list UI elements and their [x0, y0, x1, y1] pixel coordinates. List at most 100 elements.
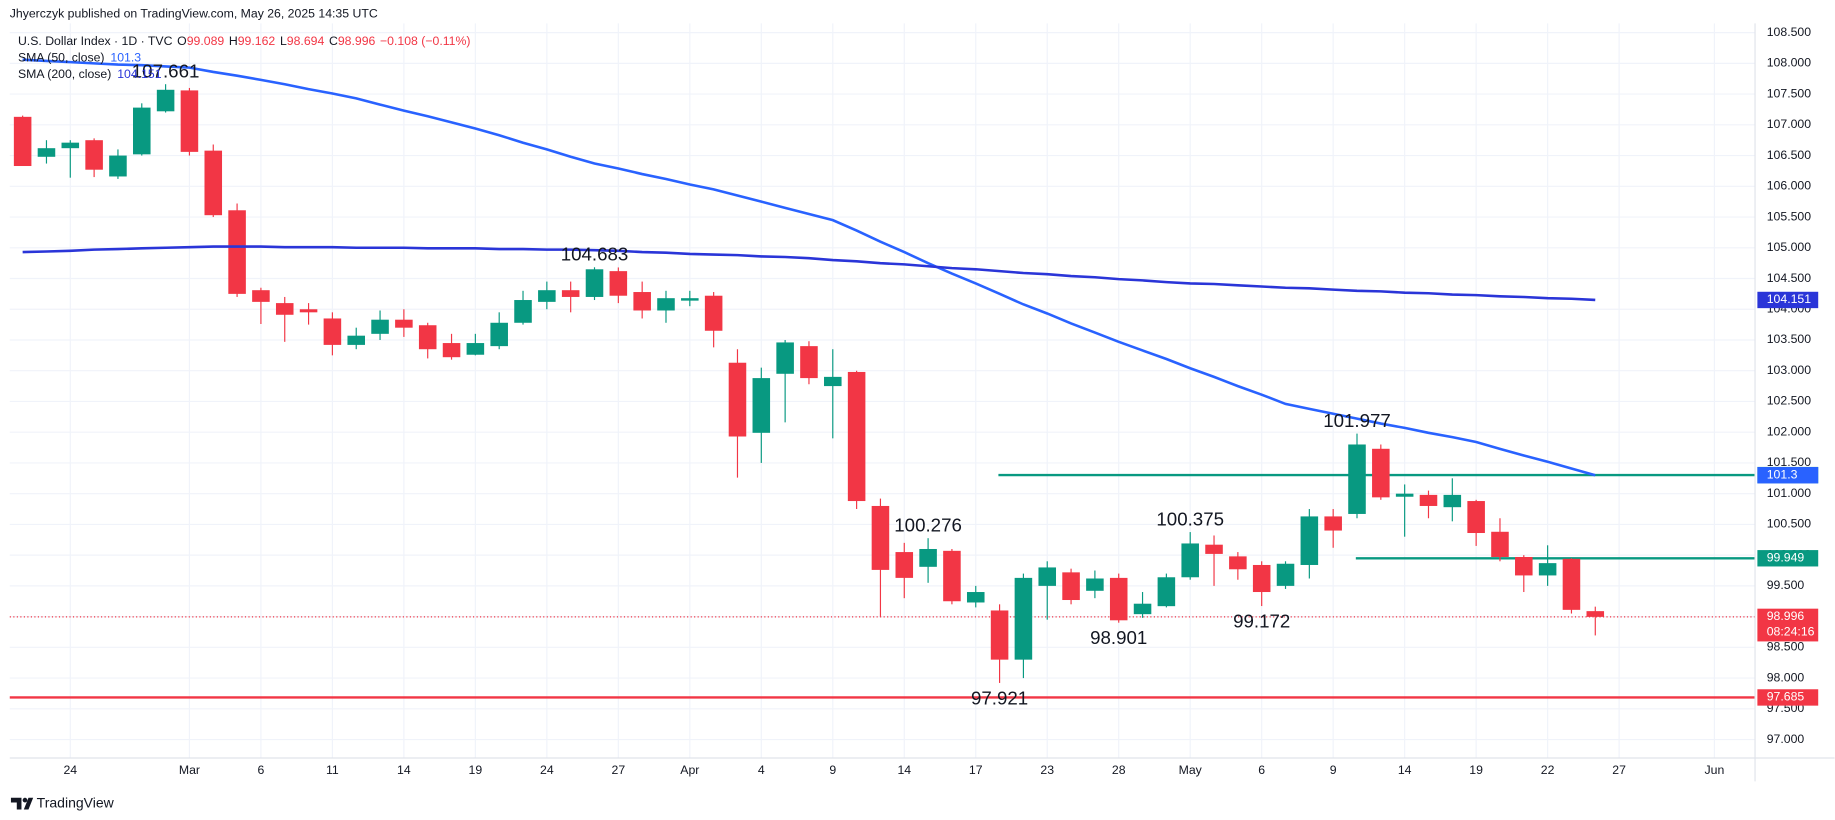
level-badge-bg — [1757, 550, 1819, 567]
annotation: 98.901 — [1090, 627, 1147, 648]
candle-body — [442, 343, 461, 358]
candle-body — [133, 107, 151, 155]
y-tick-label: 107.500 — [1767, 86, 1812, 100]
candle-body — [1395, 493, 1414, 497]
x-tick-label: 6 — [258, 763, 265, 777]
sma50-badge-bg — [1757, 467, 1819, 484]
candle-body — [1086, 578, 1104, 591]
candle-body — [561, 290, 580, 297]
y-tick-label: 103.000 — [1767, 363, 1812, 377]
x-tick-label: 14 — [1398, 763, 1412, 777]
y-tick-label: 106.500 — [1767, 148, 1812, 162]
candle-body — [1467, 501, 1485, 534]
candle-body — [180, 90, 199, 152]
candle-body — [1038, 567, 1057, 586]
annotation: 101.977 — [1323, 410, 1391, 431]
level-badge: 97.685 — [1767, 690, 1805, 704]
sma50-name: SMA (50, close) — [18, 51, 105, 65]
x-tick-label: 17 — [969, 763, 983, 777]
y-tick-label: 103.500 — [1767, 332, 1812, 346]
last-price-badge-bg — [1757, 608, 1819, 642]
change: −0.108 (−0.11%) — [380, 34, 470, 48]
candle-body — [1538, 563, 1557, 576]
candle-body — [1348, 444, 1366, 514]
y-tick-label: 101.000 — [1767, 486, 1812, 500]
x-tick-label: 9 — [829, 763, 836, 777]
x-tick-label: Apr — [680, 763, 699, 777]
sma200-badge-bg — [1757, 291, 1819, 309]
byline: Jhyerczyk published on TradingView.com, … — [10, 6, 378, 20]
level-badge: 99.949 — [1767, 551, 1805, 565]
candle-body — [1229, 556, 1247, 570]
y-tick-label: 107.000 — [1767, 117, 1812, 131]
annotation: 100.375 — [1156, 508, 1224, 529]
candle-body — [800, 346, 818, 379]
candle-body — [657, 298, 675, 311]
candle-body — [1515, 556, 1533, 576]
candle-body — [1324, 516, 1342, 531]
l-letter: L — [280, 34, 287, 48]
o-value: 99.089 — [187, 34, 225, 48]
y-tick-label: 101.500 — [1767, 455, 1812, 469]
candle-body — [37, 148, 56, 157]
candle-body — [966, 592, 985, 603]
candle-body — [895, 552, 914, 578]
candle-body — [228, 210, 246, 294]
candle-body — [418, 325, 437, 350]
h-value: 99.162 — [238, 34, 276, 48]
x-tick-label: 6 — [1258, 763, 1265, 777]
x-tick-label: 22 — [1541, 763, 1555, 777]
x-tick-label: May — [1179, 763, 1203, 777]
candle-body — [1419, 494, 1438, 506]
candle-body — [252, 290, 270, 302]
candle-body — [1157, 577, 1176, 607]
x-tick-label: 24 — [540, 763, 554, 777]
c-letter: C — [329, 34, 338, 48]
h-letter: H — [229, 34, 238, 48]
candle-body — [943, 550, 961, 602]
legend-sma200: SMA (200, close) 104.151 — [18, 67, 162, 81]
sma-line — [22, 58, 1596, 477]
candle-body — [633, 292, 651, 311]
annotation: 97.921 — [971, 687, 1028, 708]
candle-body — [1443, 494, 1462, 508]
y-tick-label: 105.500 — [1767, 209, 1812, 223]
candle-body — [1109, 577, 1128, 621]
candle-body — [275, 303, 294, 315]
x-tick-label: 9 — [1330, 763, 1337, 777]
candle-body — [61, 142, 80, 149]
candle-body — [1133, 603, 1152, 615]
candle-body — [1205, 544, 1223, 554]
x-tick-label: 27 — [612, 763, 626, 777]
y-tick-label: 102.500 — [1767, 394, 1812, 408]
brand-logo: TradingView — [10, 794, 115, 810]
c-value: 98.996 — [338, 34, 376, 48]
y-tick-label: 108.000 — [1767, 56, 1812, 70]
candle-body — [323, 318, 342, 345]
candle-body — [466, 343, 485, 355]
candle-body — [1276, 563, 1295, 586]
x-tick-label: 19 — [469, 763, 483, 777]
y-tick-label: 106.000 — [1767, 179, 1812, 193]
y-tick-label: 97.000 — [1767, 732, 1805, 746]
y-tick-label: 98.000 — [1767, 670, 1805, 684]
level-badge-bg — [1757, 689, 1819, 706]
candle-body — [109, 155, 127, 177]
sma200-name: SMA (200, close) — [18, 67, 111, 81]
sma50-badge: 101.3 — [1767, 467, 1798, 481]
candle-body — [824, 376, 842, 387]
sma200-value: 104.151 — [117, 67, 162, 81]
x-tick-label: 27 — [1612, 763, 1626, 777]
y-tick-label: 100.500 — [1767, 517, 1812, 531]
candle-body — [1062, 572, 1080, 601]
sma-line — [22, 245, 1596, 302]
legend-sma50: SMA (50, close) 101.3 — [18, 51, 141, 65]
plot: 97.00097.50098.00098.50099.00099.500100.… — [9, 23, 1812, 777]
candle-body — [776, 342, 794, 374]
candle-body — [585, 269, 604, 297]
candle-body — [609, 271, 628, 296]
candle-body — [871, 505, 890, 570]
y-tick-label: 104.500 — [1767, 271, 1812, 285]
annotation: 100.276 — [894, 514, 962, 535]
